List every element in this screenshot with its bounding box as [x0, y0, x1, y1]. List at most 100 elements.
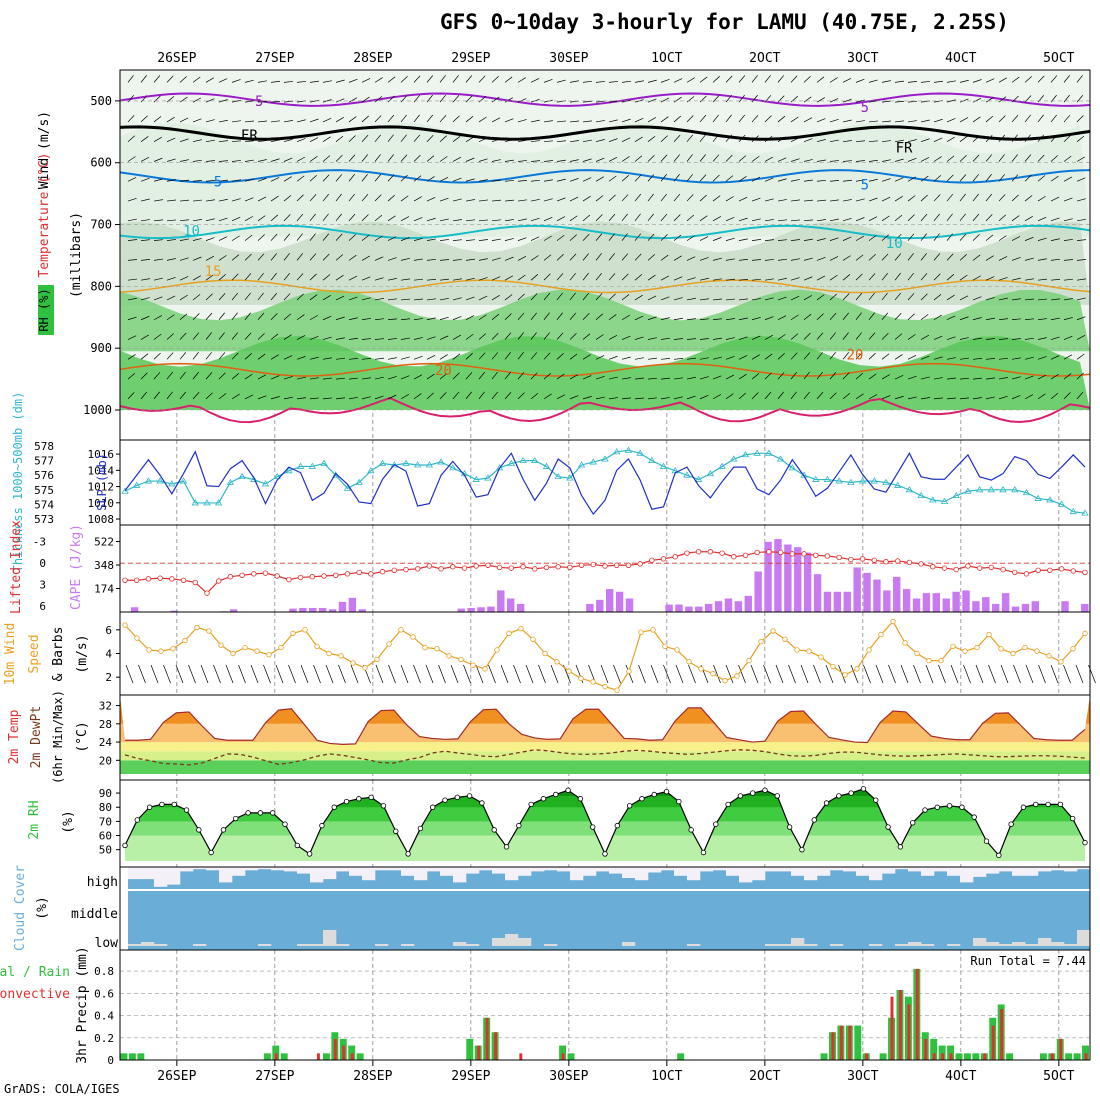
wind-barb	[985, 276, 995, 281]
wind-barb	[829, 139, 839, 143]
wind-barb	[621, 118, 631, 123]
wind-barb	[491, 313, 500, 321]
wind-barb	[803, 313, 812, 321]
wind-barb	[712, 114, 719, 123]
wind-barb	[250, 664, 259, 684]
wind-barb	[699, 298, 709, 301]
wind-barb	[426, 317, 436, 321]
wind-barb	[413, 154, 421, 162]
wind-barb	[1076, 335, 1086, 340]
data-point	[1081, 509, 1089, 516]
wind-barb	[387, 114, 395, 123]
wind-barb	[907, 272, 914, 281]
wind-barb	[933, 137, 943, 143]
wind-barb	[504, 275, 514, 281]
wind-barb	[335, 154, 343, 162]
temperature-contour	[119, 279, 1091, 294]
wind-barb	[569, 140, 579, 143]
data-point	[1070, 568, 1076, 574]
wind-barb	[803, 219, 813, 222]
wind-barb	[530, 119, 540, 123]
wind-barb	[595, 157, 605, 162]
data-point	[782, 636, 788, 642]
data-point	[577, 796, 584, 802]
wind-barb	[213, 664, 221, 684]
data-point	[672, 554, 678, 560]
wind-barb	[1037, 393, 1046, 400]
wind-barb	[153, 178, 163, 182]
wind-barb	[686, 338, 696, 340]
wind-barb	[543, 312, 550, 320]
wind-barb	[751, 316, 761, 321]
high-cloud-gap	[700, 867, 714, 872]
wind-barb	[998, 395, 1008, 400]
data-point	[842, 672, 848, 678]
high-cloud-gap	[687, 867, 701, 881]
wind-barb	[699, 134, 706, 142]
low-cloud-gap	[401, 944, 415, 946]
wind-barb	[673, 214, 681, 222]
data-point	[952, 491, 960, 499]
wind-barb	[712, 174, 720, 182]
legend-rh: RH (%)	[37, 288, 51, 331]
cape-bar	[912, 598, 921, 612]
wind-barb	[179, 332, 187, 340]
wind-barb	[790, 352, 798, 360]
high-cloud-gap	[739, 867, 753, 883]
wind-barb	[400, 134, 407, 142]
low-cloud-gap	[505, 934, 519, 946]
wind-barb	[338, 664, 346, 684]
wind-barb	[439, 373, 448, 380]
wind-barb	[959, 213, 966, 222]
wind-barb	[738, 155, 747, 162]
convective-precip-bar	[561, 1053, 565, 1060]
wind-barb	[829, 372, 837, 380]
wind-barb	[777, 391, 784, 400]
wind-barb	[634, 336, 644, 340]
data-point	[801, 551, 807, 557]
wind-barb	[790, 333, 799, 340]
data-point	[368, 571, 374, 577]
wind-barb	[257, 272, 264, 281]
wind-barb	[1011, 236, 1021, 241]
wind-barb	[153, 277, 163, 281]
data-point	[749, 790, 756, 796]
wind-barb	[125, 664, 134, 684]
wind-barb	[270, 233, 278, 241]
wind-barb	[894, 312, 902, 320]
high-cloud-gap	[791, 867, 805, 876]
wind-barb	[556, 178, 566, 182]
wind-barb	[426, 176, 435, 182]
low-cloud-gap	[1051, 942, 1065, 946]
wind-barb	[127, 335, 137, 340]
wind-barb	[413, 355, 423, 360]
wind-barb	[478, 75, 486, 83]
wind-barb	[816, 294, 825, 301]
wind-barb	[439, 335, 449, 340]
wind-barb	[517, 180, 527, 182]
high-cloud-gap	[778, 867, 792, 872]
wind-barb	[825, 664, 834, 684]
data-point	[626, 803, 633, 809]
wind-barb	[829, 237, 839, 241]
high-cloud-gap	[180, 867, 194, 872]
high-cloud-gap	[388, 867, 402, 871]
wind-barb	[582, 177, 592, 182]
cape-bar	[477, 607, 485, 612]
cape-bar	[704, 603, 713, 612]
rh-shading-band	[120, 122, 1090, 237]
cape-bar	[893, 576, 901, 612]
low-cloud-gap	[323, 930, 337, 946]
wind-barb	[361, 358, 371, 360]
wind-barb	[465, 136, 474, 143]
wind-barb	[283, 376, 293, 380]
data-point	[830, 663, 836, 670]
lifted-index-line	[125, 551, 1086, 594]
wind-barb	[439, 176, 449, 182]
wind-barb	[348, 135, 356, 142]
thickness-line	[124, 449, 1086, 514]
high-cloud-gap	[1064, 867, 1078, 872]
wind-barb	[946, 274, 955, 281]
wind-barb	[950, 664, 959, 684]
wind-barb	[595, 214, 603, 222]
